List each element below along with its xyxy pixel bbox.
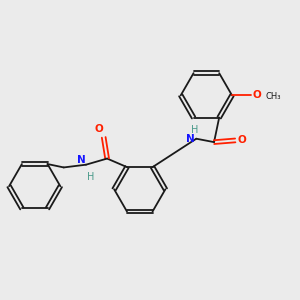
Text: O: O [238,135,246,146]
Text: N: N [76,155,85,165]
Text: O: O [252,90,261,100]
Text: CH₃: CH₃ [265,92,280,100]
Text: O: O [94,124,103,134]
Text: N: N [186,134,195,144]
Text: H: H [87,172,94,182]
Text: H: H [191,124,198,135]
